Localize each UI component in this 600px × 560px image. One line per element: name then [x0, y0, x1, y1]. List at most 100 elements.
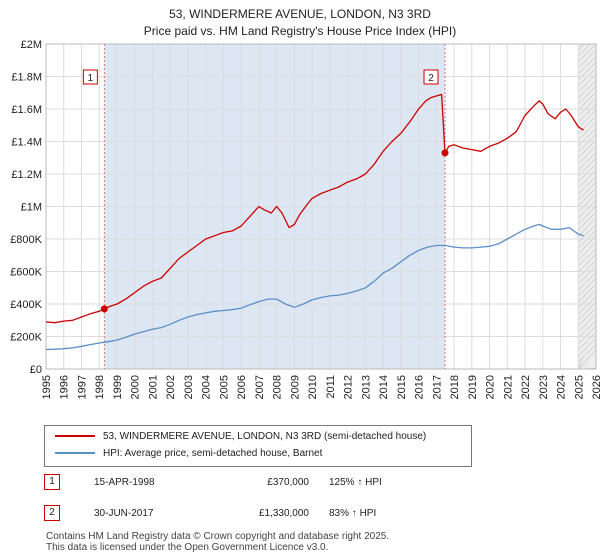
y-tick-label: £1M — [21, 202, 42, 214]
hatch-line — [578, 68, 597, 87]
x-tick-label: 2012 — [343, 375, 355, 399]
sale-hpi-2: 83% ↑ HPI — [329, 508, 377, 519]
hatch-line — [578, 122, 597, 141]
hatch-line — [578, 104, 597, 123]
sale-row-1: 1 15-APR-1998 £370,000 125% ↑ HPI — [44, 474, 564, 492]
x-tick-label: 2016 — [414, 375, 426, 399]
x-tick-label: 2010 — [307, 375, 319, 399]
x-tick-label: 2021 — [502, 375, 514, 399]
x-tick-label: 2026 — [591, 375, 600, 399]
hatch-line — [578, 86, 597, 105]
hatch-line — [578, 326, 597, 345]
sale-date-2: 30-JUN-2017 — [94, 508, 154, 519]
legend: 53, WINDERMERE AVENUE, LONDON, N3 3RD (s… — [44, 425, 472, 467]
x-tick-label: 2004 — [201, 375, 213, 399]
hatch-line — [578, 116, 597, 135]
hatch-line — [578, 128, 597, 147]
hatch-line — [578, 272, 597, 291]
hatch-line — [578, 254, 597, 273]
legend-label-hpi: HPI: Average price, semi-detached house,… — [103, 448, 323, 459]
hatch-line — [578, 170, 597, 189]
hatch-line — [578, 188, 597, 207]
y-tick-label: £1.2M — [11, 169, 42, 181]
hatch-line — [578, 182, 597, 201]
sale-label-box-2 — [423, 69, 439, 85]
y-tick-label: £400K — [10, 299, 42, 311]
x-tick-label: 1997 — [76, 375, 88, 399]
x-tick-label: 2018 — [449, 375, 461, 399]
sale-point-1 — [100, 305, 108, 313]
hatch-line — [578, 362, 590, 370]
hatch-line — [578, 140, 597, 159]
y-tick-label: £600K — [10, 267, 42, 279]
sale-badge-1: 1 — [44, 474, 60, 490]
sale-price-1: £370,000 — [267, 477, 309, 488]
x-tick-label: 1998 — [94, 375, 106, 399]
footer-copyright: Contains HM Land Registry data © Crown c… — [46, 531, 390, 542]
hpi-line — [45, 223, 584, 351]
plot-border — [45, 43, 597, 370]
legend-label-property: 53, WINDERMERE AVENUE, LONDON, N3 3RD (s… — [103, 431, 427, 442]
x-tick-label: 2024 — [556, 375, 568, 399]
sale-label-2: 2 — [428, 73, 434, 84]
x-tick-label: 2009 — [289, 375, 301, 399]
hatch-line — [578, 200, 597, 219]
x-tick-label: 1995 — [41, 375, 53, 399]
hatch-line — [578, 43, 591, 57]
legend-swatch-hpi — [55, 452, 95, 455]
hatch-line — [578, 212, 597, 231]
x-tick-label: 2022 — [520, 375, 532, 399]
price-chart: £0 £200K £400K £600K £800K £1M £1.2M £1.4M £1.6M… — [10, 39, 600, 399]
x-tick-label: 2000 — [130, 375, 142, 399]
hatch-line — [578, 56, 597, 75]
hatch-line — [577, 356, 584, 370]
hatch-line — [578, 284, 597, 303]
hatch-line — [578, 146, 597, 165]
sale-badge-2: 2 — [44, 505, 60, 521]
hatch-line — [578, 74, 597, 93]
x-tick-label: 2002 — [165, 375, 177, 399]
x-tick-label: 2023 — [538, 375, 550, 399]
hatch-line — [578, 158, 597, 177]
hatch-line — [578, 50, 597, 69]
hatch-line — [578, 290, 597, 309]
property-line — [45, 93, 584, 324]
y-tick-label: £800K — [10, 234, 42, 246]
hatch-line — [578, 296, 597, 315]
title-address: 53, WINDERMERE AVENUE, LONDON, N3 3RD — [169, 7, 431, 21]
sale-price-2: £1,330,000 — [258, 508, 309, 519]
x-tick-label: 1996 — [59, 375, 71, 399]
hatch-line — [578, 62, 597, 81]
sale-hpi-1: 125% ↑ HPI — [329, 477, 382, 488]
x-tick-label: 2007 — [254, 375, 266, 399]
y-tick-label: £1.4M — [11, 137, 42, 149]
x-tick-label: 1999 — [112, 375, 124, 399]
hatch-line — [578, 278, 597, 297]
sale-point-2 — [441, 149, 449, 157]
y-tick-label: £1.6M — [11, 104, 42, 116]
hatch-line — [578, 266, 597, 285]
x-tick-label: 2001 — [147, 375, 159, 399]
hatch-line — [578, 320, 597, 339]
y-tick-label: £0 — [30, 364, 42, 376]
hatch-line — [578, 164, 597, 183]
hatch-line — [578, 338, 597, 357]
x-tick-label: 2014 — [378, 375, 390, 399]
x-tick-label: 2003 — [183, 375, 195, 399]
hatch-line — [578, 206, 597, 225]
x-tick-label: 2005 — [218, 375, 230, 399]
hatch-line — [578, 218, 597, 237]
hatch-line — [578, 248, 597, 267]
y-tick-label: £2M — [21, 39, 42, 51]
hatch-line — [578, 194, 597, 213]
x-tick-label: 2006 — [236, 375, 248, 399]
hatch-line — [578, 92, 597, 111]
hatch-line — [578, 176, 597, 195]
hatch-line — [578, 332, 597, 351]
y-tick-label: £200K — [10, 332, 42, 344]
hatch-line — [578, 242, 597, 261]
future-hatch — [577, 43, 597, 370]
hatch-line — [578, 314, 597, 333]
footer-licence: This data is licensed under the Open Gov… — [46, 542, 329, 553]
legend-item-property: 53, WINDERMERE AVENUE, LONDON, N3 3RD (s… — [55, 429, 426, 445]
